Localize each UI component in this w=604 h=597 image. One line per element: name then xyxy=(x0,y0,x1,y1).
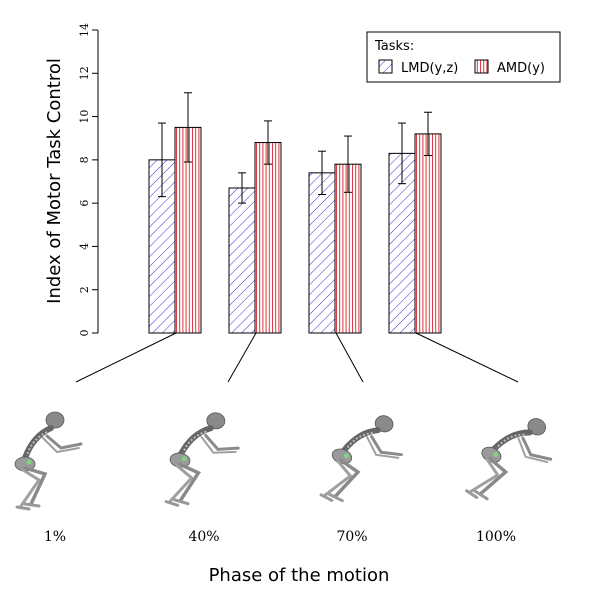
skeleton-figure xyxy=(15,412,81,509)
phase-label: 70% xyxy=(336,529,367,545)
y-tick-label: 14 xyxy=(78,23,91,37)
y-tick-label: 0 xyxy=(78,330,91,337)
y-tick-label: 8 xyxy=(78,156,91,163)
phase-label: 100% xyxy=(476,529,516,545)
y-axis-title: Index of Motor Task Control xyxy=(44,58,65,304)
skeleton-figure xyxy=(464,403,564,518)
legend-swatch xyxy=(474,59,489,74)
y-tick-label: 10 xyxy=(78,110,91,124)
y-tick-label: 6 xyxy=(78,200,91,207)
legend-entry-label: AMD(y) xyxy=(497,61,545,76)
phase-connector-line xyxy=(75,332,177,383)
bar-amd xyxy=(414,133,442,334)
x-axis-title: Phase of the motion xyxy=(209,565,390,586)
phase-connector-line xyxy=(335,332,364,383)
y-tick-label: 4 xyxy=(78,243,91,250)
skeleton-figure xyxy=(164,407,243,512)
phase-label: 40% xyxy=(188,529,219,545)
legend-title: Tasks: xyxy=(374,39,414,54)
legend-entry-label: LMD(y,z) xyxy=(401,61,458,76)
legend-swatch xyxy=(378,59,393,74)
phase-label: 1% xyxy=(44,529,66,545)
y-tick-label: 2 xyxy=(78,286,91,293)
bar-lmd xyxy=(308,172,336,334)
legend-box xyxy=(366,31,561,83)
phase-connector-line xyxy=(227,332,257,383)
y-tick-label: 12 xyxy=(78,66,91,80)
skeleton-figure xyxy=(319,404,412,517)
phase-connector-line xyxy=(415,332,519,383)
bar-lmd xyxy=(228,187,256,334)
bar-amd xyxy=(254,142,282,334)
